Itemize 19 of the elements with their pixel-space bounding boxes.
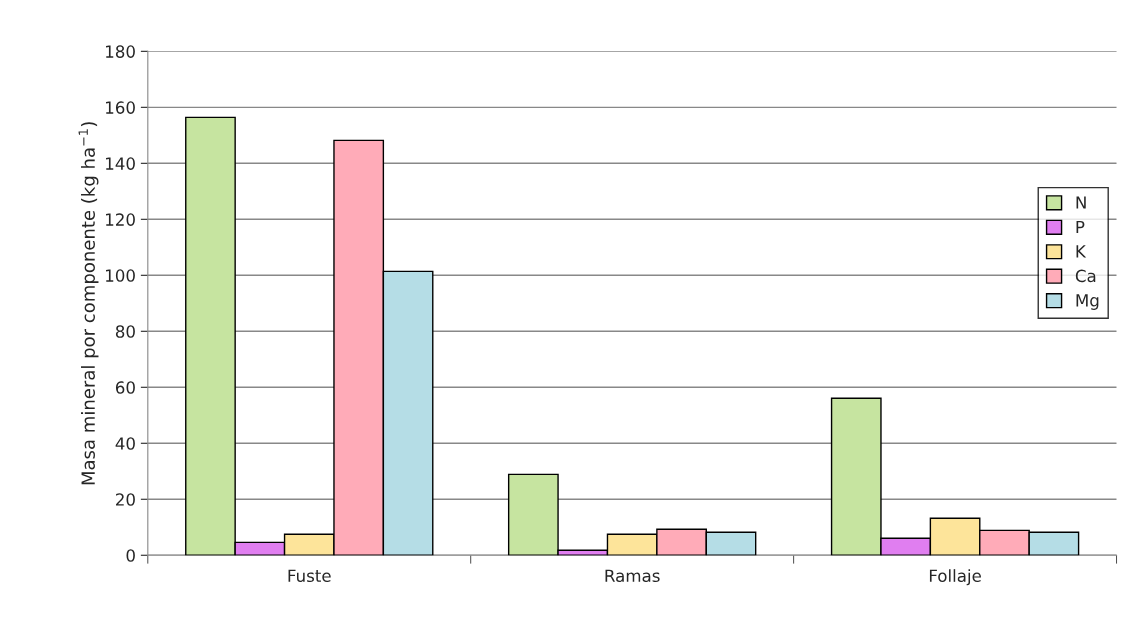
x-tick-label: Ramas: [605, 569, 660, 583]
x-tick-label: Follaje: [929, 569, 981, 586]
y-axis-title: Masa mineral por componente (kg ha$^{−1}$): [78, 122, 99, 485]
legend-label: P: [1076, 220, 1085, 234]
legend-label: Mg: [1076, 294, 1099, 310]
y-tick-label: 60: [115, 381, 135, 394]
x-tick-label: Fuste: [288, 569, 331, 583]
y-tick-label: 180: [106, 45, 135, 58]
y-tick-label: 80: [115, 325, 135, 338]
y-tick-label: 160: [106, 101, 135, 114]
y-tick-label: 0: [126, 549, 135, 562]
legend-label: K: [1076, 245, 1087, 258]
y-tick-label: 20: [116, 493, 135, 506]
y-tick-label: 100: [106, 269, 135, 282]
y-tick-label: 140: [106, 157, 135, 170]
y-tick-label: 40: [115, 437, 135, 450]
legend-label: N: [1076, 196, 1086, 209]
y-tick-label: 120: [106, 213, 135, 226]
legend-label: Ca: [1075, 269, 1096, 283]
